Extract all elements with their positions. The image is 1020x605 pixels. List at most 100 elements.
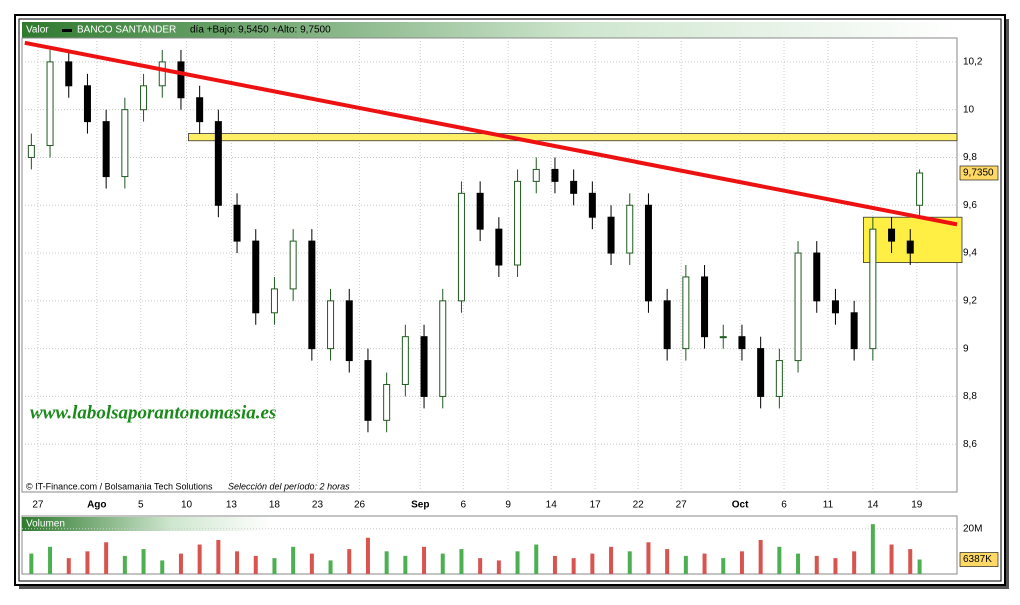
watermark: www.labolsaporantonomasia.es xyxy=(30,402,276,423)
volume-header xyxy=(22,517,272,531)
last-volume-label: 6387K xyxy=(963,554,992,565)
candle-body xyxy=(345,300,353,362)
candle-body xyxy=(570,180,578,194)
volume-bar xyxy=(870,524,875,574)
x-tick-label: 27 xyxy=(676,500,688,511)
last-volume-box xyxy=(959,552,999,567)
header-title: BANCO SANTANDER xyxy=(77,25,176,36)
candle-body xyxy=(383,383,391,421)
candle-body xyxy=(738,336,746,350)
volume-bar xyxy=(534,544,539,574)
x-tick-label: 10 xyxy=(181,500,193,511)
volume-bar xyxy=(609,546,614,574)
candle-body xyxy=(644,204,652,302)
volume-bar xyxy=(440,553,445,574)
y-tick-label: 8,8 xyxy=(963,391,977,402)
trend-line xyxy=(24,40,958,227)
candle-body xyxy=(177,61,185,99)
volume-bar xyxy=(272,558,277,574)
volume-bar xyxy=(29,553,34,574)
volume-bar xyxy=(235,551,240,574)
volume-bar xyxy=(48,546,53,574)
candle-body xyxy=(289,240,297,290)
y-tick-label: 10 xyxy=(963,104,975,115)
candle-body xyxy=(65,61,73,87)
volume-bar xyxy=(917,559,922,574)
candle-body xyxy=(140,85,148,111)
x-tick-label: Oct xyxy=(732,500,749,511)
volume-bar xyxy=(665,549,670,574)
header-bar xyxy=(22,22,957,38)
candle-body xyxy=(682,276,690,350)
x-tick-label: 19 xyxy=(911,500,923,511)
x-tick-label: 13 xyxy=(226,500,238,511)
x-tick-label: 26 xyxy=(354,500,366,511)
candle-body xyxy=(270,288,278,314)
candle-body xyxy=(439,300,447,397)
x-tick-label: Sep xyxy=(411,500,429,511)
volume-bar xyxy=(85,551,90,574)
volume-bar xyxy=(908,549,913,574)
y-tick-label: 10,2 xyxy=(963,57,983,68)
y-tick-label: 20M xyxy=(963,523,982,534)
volume-bar xyxy=(552,555,557,574)
volume-bar xyxy=(197,544,202,574)
volume-bar xyxy=(104,542,109,574)
candle-body xyxy=(626,204,634,254)
volume-bar xyxy=(627,551,632,574)
volume-bar xyxy=(889,544,894,574)
candle-body xyxy=(495,228,503,266)
volume-bar xyxy=(646,542,651,574)
volume-bar xyxy=(852,551,857,574)
x-tick-label: 14 xyxy=(867,500,879,511)
volume-bar xyxy=(683,555,688,574)
candle-body xyxy=(196,97,204,123)
candle-body xyxy=(401,336,409,385)
volume-bar xyxy=(777,546,782,574)
volume-bar xyxy=(478,558,483,574)
source: © IT-Finance.com / Bolsamania Tech Solut… xyxy=(26,481,213,491)
candle-body xyxy=(775,360,783,397)
period: Selección del período: 2 horas xyxy=(228,481,350,491)
candle-body xyxy=(757,348,765,397)
volume-bar xyxy=(796,553,801,574)
volume-bar xyxy=(403,555,408,574)
candle-body xyxy=(551,168,559,182)
plot-border xyxy=(21,37,958,493)
header-label: Valor xyxy=(26,25,49,36)
y-tick-label: 9,8 xyxy=(963,152,977,163)
volume-bar xyxy=(459,549,464,574)
volume-bar xyxy=(422,546,427,574)
volume-bar xyxy=(253,555,258,574)
volume-bar xyxy=(365,537,370,574)
candle-body xyxy=(233,204,241,242)
candle-body xyxy=(83,85,91,123)
candle-body xyxy=(102,121,110,178)
volume-bar xyxy=(122,555,127,574)
x-tick-label: 14 xyxy=(546,500,558,511)
highlight-box xyxy=(863,216,963,264)
volume-bar xyxy=(496,560,501,574)
legend-icon xyxy=(62,29,72,32)
volume-bar xyxy=(309,553,314,574)
volume-bar xyxy=(721,558,726,574)
x-tick-label: 23 xyxy=(312,500,324,511)
volume-bar xyxy=(814,555,819,574)
volume-title: Volumen xyxy=(26,519,65,530)
candle-body xyxy=(588,192,596,218)
volume-bar xyxy=(590,553,595,574)
candle-body xyxy=(831,300,839,314)
resistance-band xyxy=(188,133,958,142)
y-tick-label: 9,6 xyxy=(963,200,977,211)
volume-bar xyxy=(758,540,763,574)
last-price-label: 9,7350 xyxy=(963,168,994,179)
candle-body xyxy=(906,240,914,254)
candle-body xyxy=(850,312,858,350)
volume-bar xyxy=(216,540,221,574)
x-tick-label: 27 xyxy=(32,500,44,511)
volume-bar xyxy=(833,558,838,574)
volume-border xyxy=(21,515,958,575)
volume-bar xyxy=(328,560,333,574)
